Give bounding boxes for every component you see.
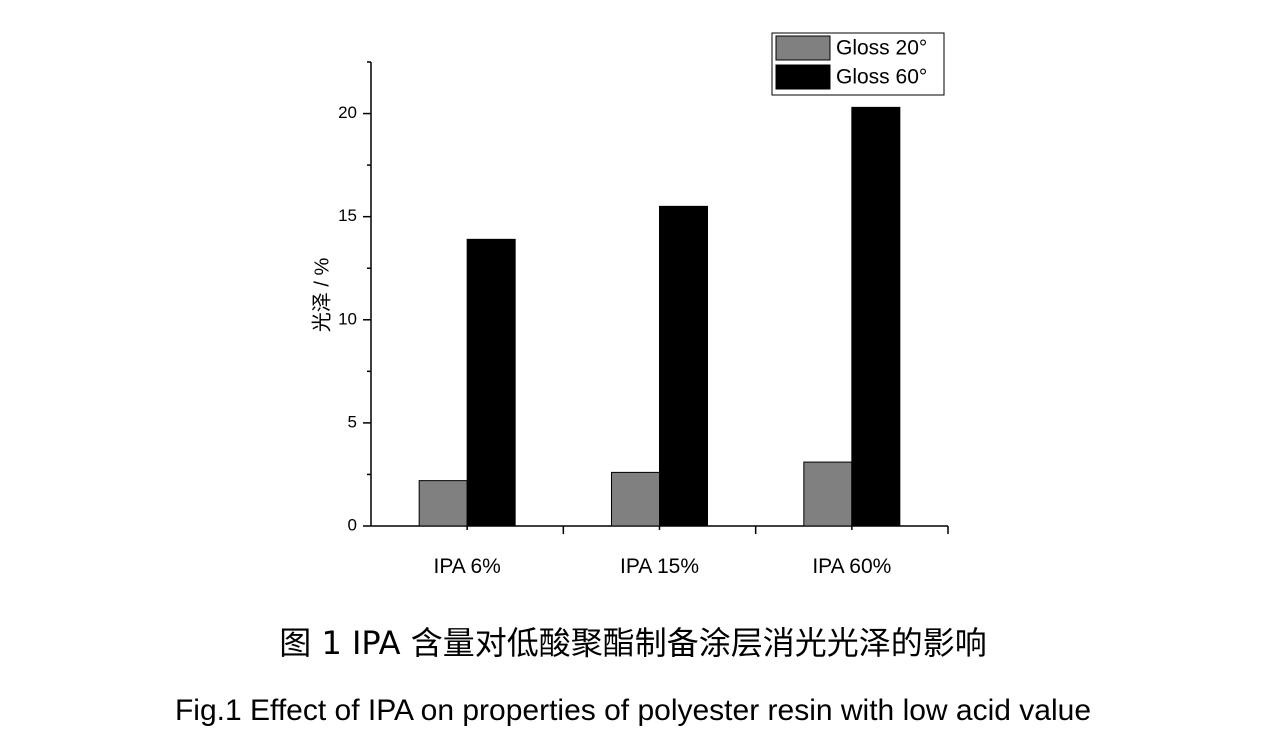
- y-tick-label: 0: [348, 515, 357, 534]
- bar-chart: 0 5 10 15 20 IPA 6% IPA 15% IPA 60% 光泽 / % Glos…: [310, 32, 949, 578]
- y-axis-title: 光泽 / %: [310, 258, 333, 333]
- bar-gloss20-2: [611, 471, 660, 527]
- legend-label-gloss60: Gloss 60°: [836, 66, 927, 89]
- y-tick-label: 10: [338, 309, 357, 328]
- y-tick-label: 15: [338, 206, 357, 225]
- legend: Gloss 20° Gloss 60°: [771, 32, 945, 96]
- y-tick-label: 5: [348, 412, 357, 431]
- x-category-label: IPA 6%: [434, 555, 501, 578]
- bar-gloss60-2: [659, 205, 708, 527]
- legend-swatch-gloss20: [775, 35, 831, 61]
- bar-gloss60-1: [466, 238, 516, 527]
- bar-gloss20-1: [418, 480, 468, 527]
- x-category-label: IPA 60%: [812, 555, 891, 578]
- figure-caption-english: Fig.1 Effect of IPA on properties of pol…: [174, 694, 1092, 727]
- figure-caption-chinese: 图 1 IPA 含量对低酸聚酯制备涂层消光光泽的影响: [279, 624, 987, 662]
- bar-gloss20-3: [803, 461, 853, 527]
- y-axis-label: 光泽 / %: [310, 258, 333, 333]
- bar-gloss60-3: [851, 106, 901, 527]
- legend-label-gloss20: Gloss 20°: [836, 37, 927, 60]
- x-category-label: IPA 15%: [620, 555, 699, 578]
- legend-swatch-gloss60: [775, 64, 831, 90]
- y-tick-label: 20: [338, 103, 357, 122]
